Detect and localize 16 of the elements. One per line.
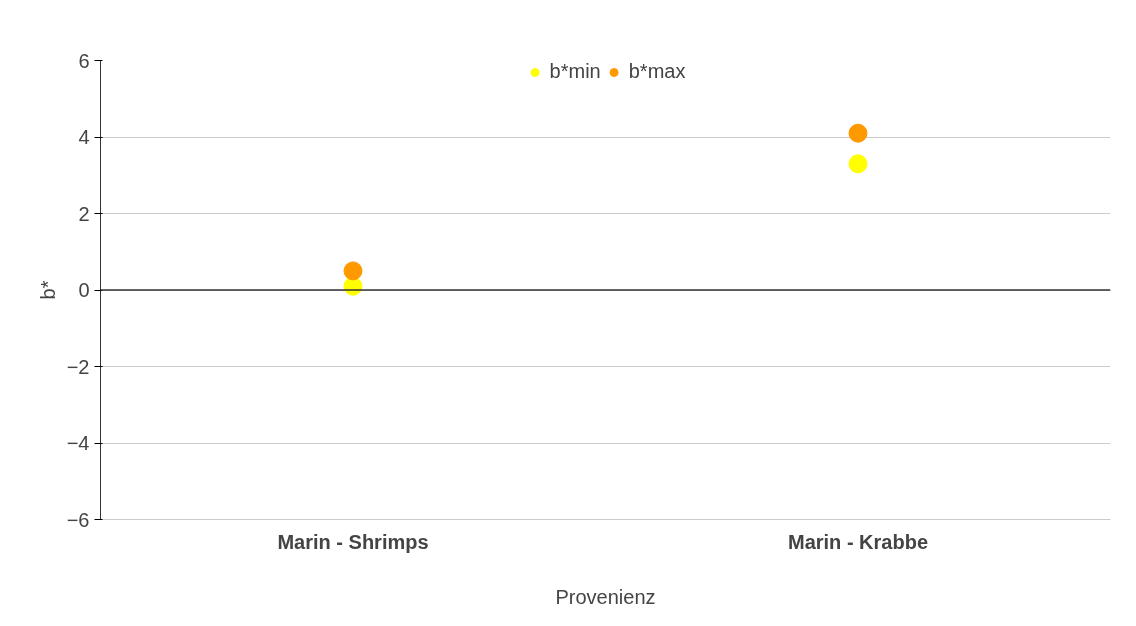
y-tick-label: −6: [66, 508, 90, 531]
y-tick-label: −4: [66, 432, 90, 454]
y-tick-label: 4: [78, 126, 90, 148]
x-tick-label: Marin - Krabbe: [787, 530, 929, 553]
y-tick-label: 0: [78, 279, 90, 301]
point: [848, 123, 868, 143]
y-axis-title: b*: [36, 280, 59, 300]
x-tick-label: Marin - Shrimps: [277, 530, 429, 553]
x-axis-title: Provenienz: [555, 585, 656, 608]
legend-label: b*min: [549, 60, 601, 83]
y-tick-label: −2: [66, 355, 90, 378]
y-tick-label: 6: [78, 49, 90, 72]
legend-label: b*max: [628, 60, 686, 83]
point: [343, 261, 363, 281]
y-tick-label: 2: [78, 202, 90, 225]
point: [848, 154, 868, 174]
